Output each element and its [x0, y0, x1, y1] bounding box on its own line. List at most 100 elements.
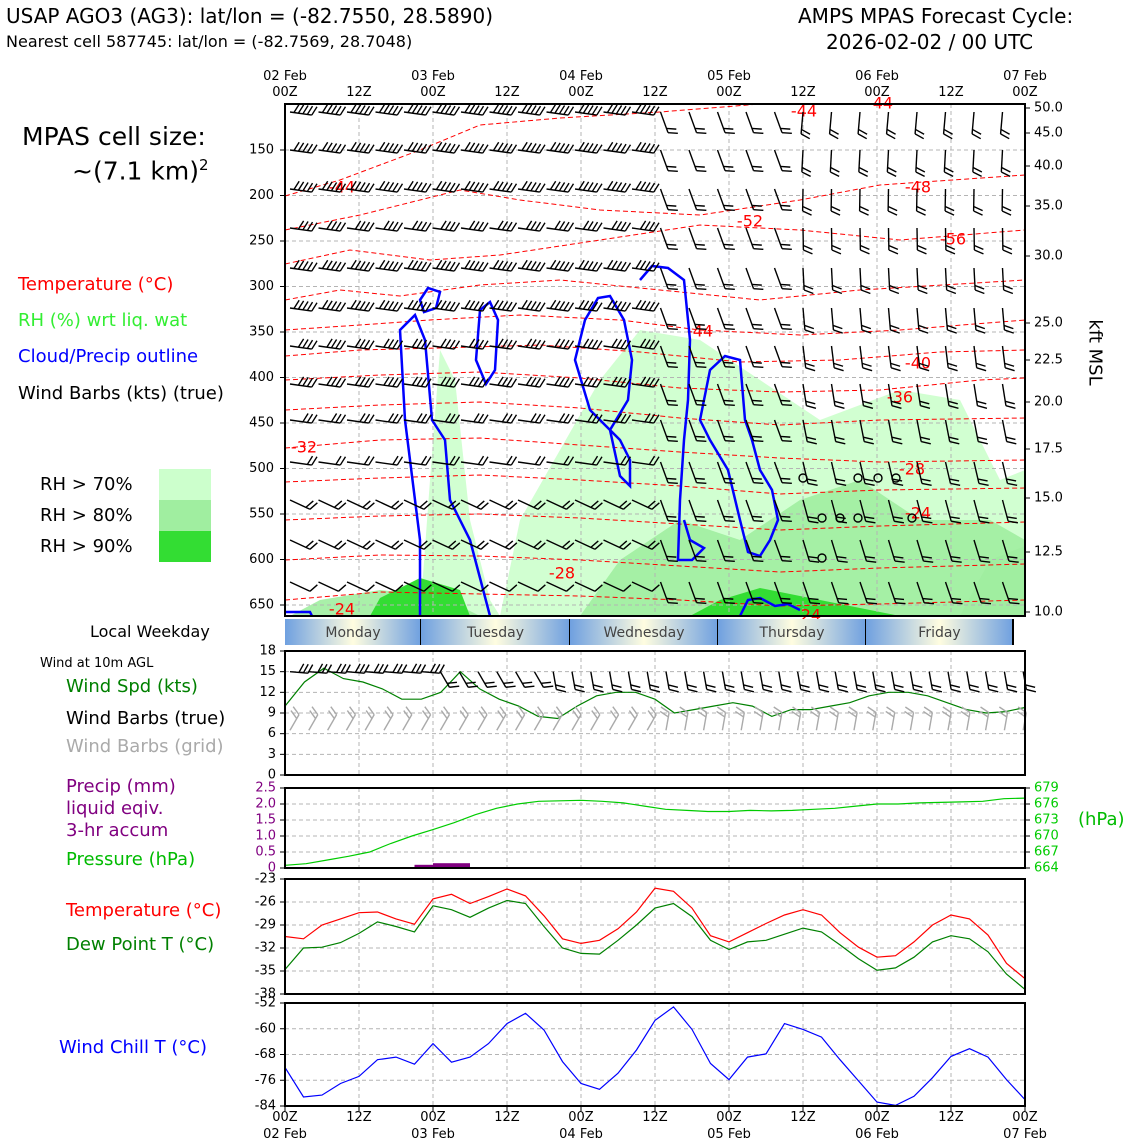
y-tick-label: 15: [259, 664, 276, 679]
legend-barbs: Wind Barbs (kts) (true): [18, 383, 224, 404]
top-date-label: 05 Feb: [707, 69, 751, 84]
wind-barb: [1001, 188, 1012, 216]
wind-barb: [458, 671, 479, 688]
cross-section-panel: -44 -48-52-56-44-40-36-32-28-24-28-24 -24-…: [249, 69, 1063, 625]
wind-barb: [517, 299, 546, 312]
top-hour-label: 12Z: [346, 85, 372, 100]
wind-barb: [973, 383, 988, 409]
wind-barb: [603, 299, 632, 312]
wind-barb: [458, 706, 469, 731]
wind-barb: [802, 499, 819, 524]
wind-barb: [546, 103, 575, 116]
wind-barb: [778, 671, 792, 693]
weekday-strip: Monday Tuesday Wednesday Thursday Friday: [285, 619, 1014, 645]
wind-barb: [659, 227, 678, 251]
y-tick-label: 1.0: [255, 829, 276, 844]
wind-barb: [830, 188, 841, 216]
wind-barb: [489, 499, 518, 510]
wind-barb: [745, 149, 764, 173]
wind-barb: [574, 141, 603, 154]
wind-barb: [517, 141, 546, 154]
top-hour-label: 00Z: [864, 85, 890, 100]
y-tick-label: 0: [268, 861, 276, 876]
bottom-hour-label: 12Z: [346, 1110, 372, 1125]
pressure-tick-label: 500: [249, 461, 274, 476]
wind-barb: [574, 499, 603, 510]
wind-barb: [318, 180, 347, 193]
rh70-swatch: [159, 469, 211, 500]
kft-tick-label: 45.0: [1034, 126, 1063, 141]
kft-tick-label: 15.0: [1034, 491, 1063, 506]
wind-barb: [973, 581, 992, 605]
wind-barb: [859, 461, 875, 486]
wind-panel: 18 15 12 9 6 3 0: [259, 644, 1037, 783]
bottom-date-label: 06 Feb: [855, 1127, 899, 1140]
wind-barb: [972, 149, 983, 178]
wind-barb: [815, 671, 830, 693]
y-tick-label: 18: [259, 644, 276, 659]
wind-barb: [802, 581, 821, 605]
wind-barb: [753, 706, 764, 731]
wind-barb: [745, 227, 764, 251]
y-tick-label: -26: [255, 895, 276, 910]
wind-barb: [546, 259, 575, 272]
wind-barb: [796, 671, 811, 693]
wind-barb: [914, 111, 925, 140]
wind-barb: [517, 180, 546, 193]
wind-barb: [402, 663, 427, 674]
wind-barb: [659, 706, 670, 731]
y-tick-label: 12: [259, 685, 276, 700]
wind-barb: [944, 188, 955, 216]
wind-barb: [346, 376, 375, 388]
wind-barb: [318, 413, 347, 424]
legend-wind-barbs-true: Wind Barbs (true): [66, 708, 226, 729]
wind-barb: [627, 671, 642, 693]
wind-barb: [318, 581, 347, 592]
wind-barb: [916, 539, 934, 563]
weekday-cell: [421, 619, 570, 645]
bottom-date-label: 04 Feb: [559, 1127, 603, 1140]
wind-barb: [574, 299, 603, 312]
wind-speed-line: [284, 667, 1026, 720]
weekday-label: Wednesday: [603, 625, 684, 641]
top-date-label: 07 Feb: [1003, 69, 1047, 84]
y-tick-label: -38: [255, 987, 276, 1002]
wind-barb: [942, 111, 953, 140]
wind-barb: [403, 299, 432, 312]
wind-barb: [631, 413, 660, 424]
wind-barb: [439, 706, 451, 731]
top-hour-label: 00Z: [1012, 85, 1038, 100]
wind-barb: [716, 499, 735, 523]
wind-barb: [346, 103, 375, 116]
calm-circle: [798, 473, 808, 483]
wind-barb: [318, 338, 347, 350]
bottom-time-axis: 00Z 12Z 00Z 12Z 00Z 12Z 00Z 12Z 00Z 12Z 00Z 02 Feb 0…: [263, 1106, 1047, 1140]
wind-barb: [716, 149, 735, 173]
wind-barb: [460, 180, 489, 193]
wind-barb: [830, 383, 845, 409]
wind-barb: [571, 706, 582, 731]
wind-barb: [944, 383, 959, 409]
wind-barb: [552, 671, 567, 693]
wind-barb: [289, 180, 318, 193]
wind-barb: [489, 220, 518, 232]
wind-barb: [745, 461, 764, 485]
kft-tick-label: 22.5: [1034, 353, 1063, 368]
panel-frame: [284, 878, 1026, 995]
wind-barb: [830, 267, 843, 295]
weekday-label: Thursday: [758, 625, 824, 641]
wind-barb: [716, 111, 735, 135]
wind-barb: [514, 671, 535, 688]
wind-barb: [574, 220, 603, 232]
wind-barb: [460, 299, 489, 312]
windchill-line: [284, 1006, 1026, 1107]
wind-barb: [916, 419, 931, 445]
wind-barb: [546, 338, 575, 350]
wind-barb: [364, 706, 375, 731]
legend-rh90: RH > 90%: [40, 536, 133, 557]
wind-barb: [646, 671, 661, 693]
wind-barb: [716, 345, 735, 369]
wind-barb: [830, 461, 847, 486]
wind-barb: [802, 267, 814, 295]
wind-barb: [402, 706, 413, 731]
